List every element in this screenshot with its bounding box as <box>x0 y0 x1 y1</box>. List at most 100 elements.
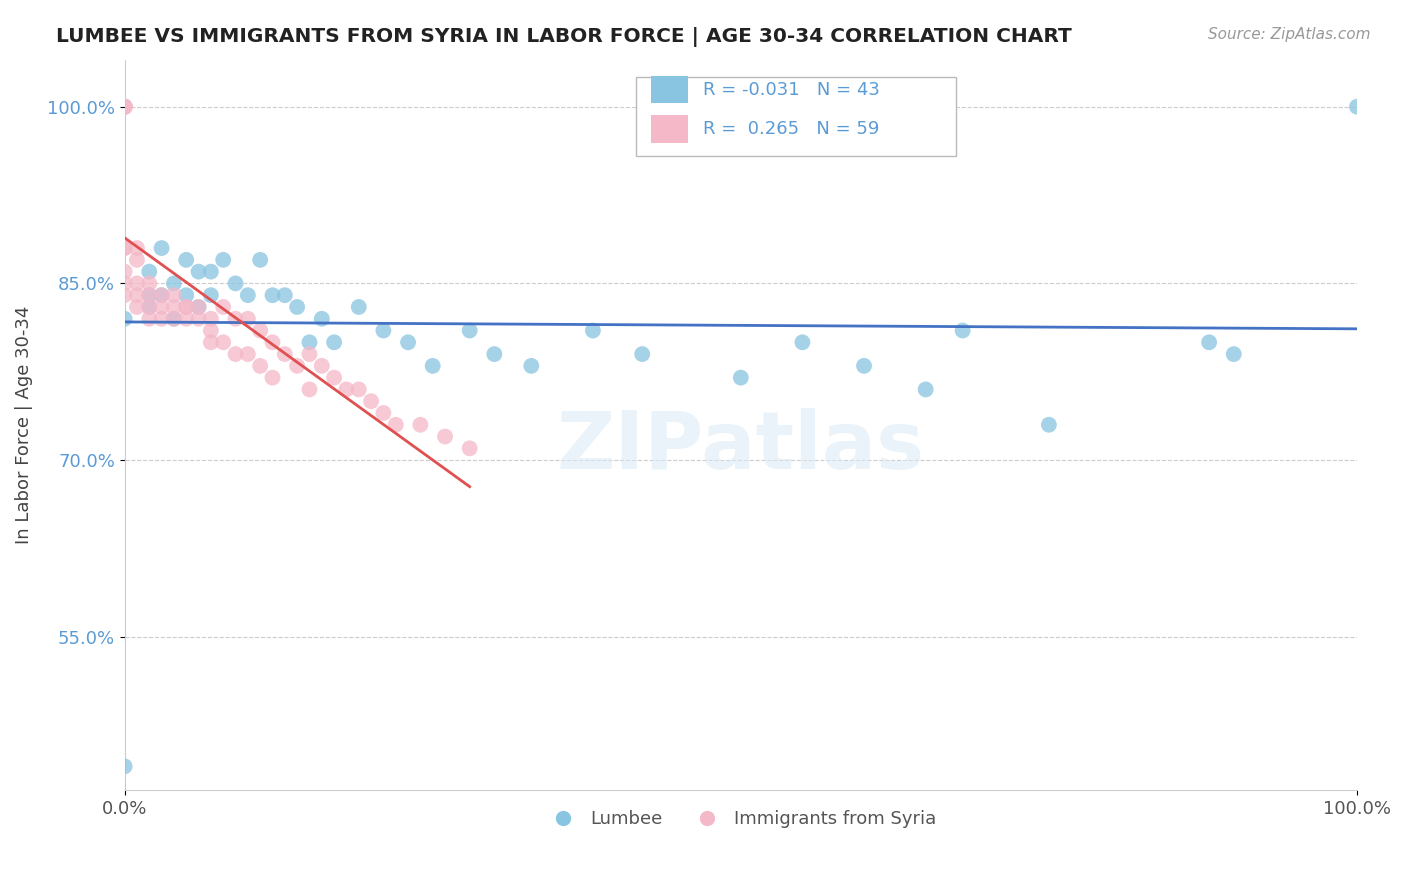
Text: R =  0.265   N = 59: R = 0.265 N = 59 <box>703 120 879 138</box>
Point <box>138 265 160 279</box>
Point <box>1038 417 1060 432</box>
Point <box>187 300 209 314</box>
Point <box>163 300 186 314</box>
Point <box>458 324 481 338</box>
Point <box>125 252 148 267</box>
Point <box>200 265 222 279</box>
Point <box>114 265 136 279</box>
Point <box>138 288 160 302</box>
Point <box>298 383 321 397</box>
Text: LUMBEE VS IMMIGRANTS FROM SYRIA IN LABOR FORCE | AGE 30-34 CORRELATION CHART: LUMBEE VS IMMIGRANTS FROM SYRIA IN LABOR… <box>56 27 1071 46</box>
Text: Source: ZipAtlas.com: Source: ZipAtlas.com <box>1208 27 1371 42</box>
Point <box>249 324 271 338</box>
Point <box>274 288 297 302</box>
Point <box>125 288 148 302</box>
Point <box>285 300 308 314</box>
Point <box>138 288 160 302</box>
Point <box>249 252 271 267</box>
Point <box>262 370 284 384</box>
Point <box>298 347 321 361</box>
Point <box>384 417 406 432</box>
Point <box>138 277 160 291</box>
FancyBboxPatch shape <box>651 76 688 103</box>
Point <box>262 288 284 302</box>
Point <box>236 288 259 302</box>
Point <box>114 100 136 114</box>
Point <box>138 311 160 326</box>
Point <box>396 335 419 350</box>
Point <box>114 759 136 773</box>
Point <box>200 324 222 338</box>
Point <box>114 277 136 291</box>
Point <box>212 252 235 267</box>
Point <box>730 370 752 384</box>
Point <box>285 359 308 373</box>
Point <box>582 324 605 338</box>
Point <box>114 100 136 114</box>
Point <box>262 335 284 350</box>
Point <box>520 359 543 373</box>
Point <box>200 311 222 326</box>
Point <box>212 300 235 314</box>
Point <box>335 383 357 397</box>
Point <box>125 277 148 291</box>
Point <box>274 347 297 361</box>
Point <box>853 359 876 373</box>
Point <box>125 300 148 314</box>
Point <box>174 252 197 267</box>
FancyBboxPatch shape <box>651 115 688 143</box>
Point <box>125 241 148 255</box>
Point <box>249 359 271 373</box>
Point <box>150 300 173 314</box>
Text: R = -0.031   N = 43: R = -0.031 N = 43 <box>703 80 880 98</box>
Point <box>236 311 259 326</box>
Point <box>311 359 333 373</box>
Point <box>187 265 209 279</box>
Point <box>187 311 209 326</box>
Point <box>434 429 457 443</box>
Point <box>114 100 136 114</box>
Point <box>225 347 247 361</box>
Point <box>631 347 654 361</box>
Point <box>114 311 136 326</box>
Point <box>952 324 974 338</box>
Point <box>1198 335 1220 350</box>
Point <box>174 300 197 314</box>
Point <box>150 311 173 326</box>
Point <box>174 288 197 302</box>
Text: ZIPatlas: ZIPatlas <box>557 408 925 485</box>
Point <box>323 335 346 350</box>
Point <box>225 311 247 326</box>
Point <box>373 324 395 338</box>
Point <box>174 300 197 314</box>
Point <box>347 383 370 397</box>
Point <box>1346 100 1368 114</box>
Point <box>114 241 136 255</box>
Point <box>174 311 197 326</box>
Point <box>409 417 432 432</box>
Point <box>138 300 160 314</box>
Point <box>114 100 136 114</box>
Point <box>212 335 235 350</box>
Point <box>914 383 936 397</box>
Point <box>150 241 173 255</box>
Point <box>163 311 186 326</box>
Point <box>225 277 247 291</box>
Point <box>163 288 186 302</box>
Point <box>422 359 444 373</box>
Point <box>236 347 259 361</box>
Point <box>323 370 346 384</box>
Point <box>163 311 186 326</box>
Point <box>114 288 136 302</box>
Point <box>150 288 173 302</box>
Legend: Lumbee, Immigrants from Syria: Lumbee, Immigrants from Syria <box>537 803 943 836</box>
Y-axis label: In Labor Force | Age 30-34: In Labor Force | Age 30-34 <box>15 306 32 544</box>
FancyBboxPatch shape <box>636 77 956 156</box>
Point <box>347 300 370 314</box>
Point <box>458 442 481 456</box>
Point <box>200 288 222 302</box>
Point <box>360 394 382 409</box>
Point <box>792 335 814 350</box>
Point <box>114 100 136 114</box>
Point <box>200 335 222 350</box>
